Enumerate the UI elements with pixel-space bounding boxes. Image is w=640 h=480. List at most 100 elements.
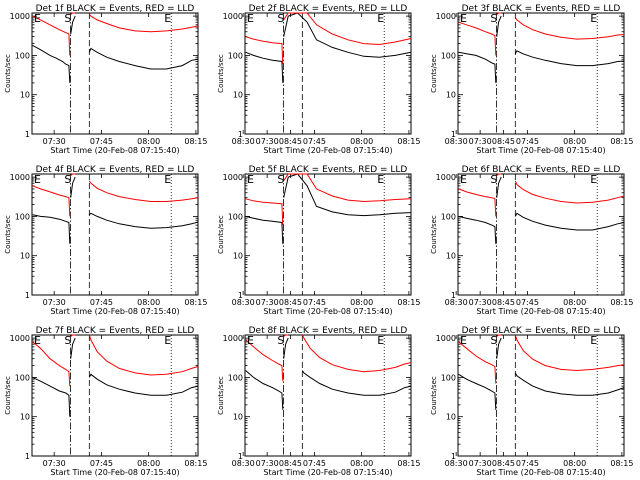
det-2f-ytick-label: 1000 — [223, 12, 243, 21]
det-7f-lld-line-0 — [32, 341, 71, 387]
det-2f-ytick-label: 10 — [233, 91, 243, 100]
det-6f-lld-line-0 — [458, 188, 497, 217]
det-2f-plot-frame — [244, 12, 412, 135]
det-4f-ytick-label: 10 — [20, 252, 30, 261]
det-1f-E-left-label: E — [34, 12, 41, 25]
det-3f-E-left-label: E — [460, 12, 467, 25]
det-1f-xtick-label: 08:45 — [279, 137, 302, 146]
det-2f-title: Det 2f BLACK = Events, RED = LLD — [249, 4, 408, 14]
det-2f-xtick-label: 08:15 — [397, 137, 420, 146]
det-5f-xtick-label: 07:45 — [303, 298, 326, 307]
det-4f-xlabel: Start Time (20-Feb-08 07:15:40) — [50, 307, 179, 316]
det-2f-lld-line-1 — [283, 12, 412, 46]
det-3f-xtick-label: 07:30 — [469, 137, 492, 146]
det-6f-xtick-label: 08:15 — [610, 298, 633, 307]
det-6f-events-line-2 — [514, 212, 625, 231]
det-1f-xtick-label: 08:30 — [232, 137, 255, 146]
det-4f-events-line-0 — [32, 214, 71, 244]
det-7f-xtick-label: 08:00 — [137, 459, 160, 468]
det-6f-S-label: S — [490, 173, 497, 186]
det-7f-xlabel: Start Time (20-Feb-08 07:15:40) — [50, 468, 179, 477]
det-5f-ytick-label: 1000 — [223, 173, 243, 182]
det-7f-title: Det 7f BLACK = Events, RED = LLD — [36, 326, 195, 336]
det-4f-lld-line-2 — [88, 180, 199, 202]
det-3f-events-line-0 — [458, 51, 497, 83]
det-2f-ytick-label: 100 — [228, 51, 243, 60]
det-9f-lld-line-1 — [496, 334, 502, 337]
det-8f-xtick-label: 07:45 — [303, 459, 326, 468]
det-9f-events-line-1 — [496, 337, 502, 359]
det-2f-xtick-label: 07:45 — [303, 137, 326, 146]
det-7f-ytick-label: 100 — [15, 373, 30, 382]
det-5f-plot-frame — [244, 173, 412, 296]
det-7f-ylabel: Counts/sec — [4, 376, 12, 415]
det-8f-title: Det 8f BLACK = Events, RED = LLD — [249, 326, 408, 336]
det-7f-E-right-label: E — [164, 334, 171, 347]
det-6f-E-right-label: E — [590, 173, 597, 186]
det-5f-ylabel: Counts/sec — [217, 215, 225, 254]
det-6f-xtick-label: 08:00 — [563, 298, 586, 307]
det-2f-ylabel: Counts/sec — [217, 54, 225, 93]
det-3f-lld-line-0 — [458, 21, 497, 56]
det-2f-ytick-label: 1 — [238, 130, 243, 139]
det-4f-xtick-label: 07:30 — [43, 298, 66, 307]
det-7f-ytick-label: 1000 — [10, 334, 30, 343]
det-4f-ytick-label: 100 — [15, 212, 30, 221]
det-5f-ytick-label: 1 — [238, 291, 243, 300]
det-8f-ytick-label: 1000 — [223, 334, 243, 343]
det-2f-events-line-0 — [245, 51, 284, 83]
det-4f-E-right-label: E — [164, 173, 171, 186]
det-6f-xtick-label: 07:30 — [469, 298, 492, 307]
det-5f-xtick-label: 07:30 — [256, 298, 279, 307]
det-3f-lld-line-1 — [496, 12, 502, 15]
det-1f-S-label: S — [64, 12, 71, 25]
det-9f-xtick-label: 08:00 — [563, 459, 586, 468]
det-4f-lld-line-1 — [70, 173, 76, 176]
det-1f-ytick-label: 10 — [20, 91, 30, 100]
det-4f-ytick-label: 1 — [25, 291, 30, 300]
det-2f-lld-line-0 — [245, 36, 284, 65]
det-6f-plot-frame — [457, 173, 625, 296]
det-1f-xlabel: Start Time (20-Feb-08 07:15:40) — [50, 146, 179, 155]
det-7f-events-line-1 — [70, 337, 76, 359]
det-8f-E-left-label: E — [247, 334, 254, 347]
det-6f-events-line-0 — [458, 215, 497, 244]
det-7f-xtick-label: 08:30 — [232, 459, 255, 468]
det-7f-ytick-label: 1 — [25, 452, 30, 461]
det-9f-ytick-label: 1 — [451, 452, 456, 461]
det-6f-ytick-label: 1000 — [436, 173, 456, 182]
det-3f-lld-line-2 — [514, 17, 625, 40]
det-8f-E-right-label: E — [377, 334, 384, 347]
det-8f-xlabel: Start Time (20-Feb-08 07:15:40) — [263, 468, 392, 477]
det-1f-lld-line-0 — [32, 15, 71, 56]
det-8f-plot-frame — [244, 334, 412, 457]
det-7f-lld-line-2 — [88, 334, 199, 376]
det-7f-xtick-label: 07:30 — [43, 459, 66, 468]
det-6f-E-left-label: E — [460, 173, 467, 186]
det-7f-xtick-label: 08:15 — [184, 459, 207, 468]
det-5f-xtick-label: 08:00 — [350, 298, 373, 307]
det-6f-ylabel: Counts/sec — [430, 215, 438, 254]
det-8f-lld-line-1 — [283, 334, 289, 337]
det-5f-xtick-label: 08:30 — [445, 298, 468, 307]
det-8f-S-label: S — [277, 334, 284, 347]
det-2f-S-label: S — [277, 12, 284, 25]
det-8f-events-line-0 — [245, 370, 284, 410]
det-3f-title: Det 3f BLACK = Events, RED = LLD — [462, 4, 621, 14]
det-7f-events-line-2 — [88, 373, 199, 396]
det-1f-ylabel: Counts/sec — [4, 54, 12, 93]
det-5f-title: Det 5f BLACK = Events, RED = LLD — [249, 165, 408, 175]
det-3f-E-right-label: E — [590, 12, 597, 25]
det-8f-xtick-label: 07:30 — [256, 459, 279, 468]
det-9f-S-label: S — [490, 334, 497, 347]
det-2f-xtick-label: 07:30 — [256, 137, 279, 146]
det-5f-ytick-label: 100 — [228, 212, 243, 221]
det-6f-events-line-1 — [496, 176, 502, 198]
det-7f-S-label: S — [64, 334, 71, 347]
det-9f-title: Det 9f BLACK = Events, RED = LLD — [462, 326, 621, 336]
det-7f-xtick-label: 07:45 — [90, 459, 113, 468]
det-4f-lld-line-0 — [32, 185, 71, 217]
det-1f-xtick-label: 08:00 — [137, 137, 160, 146]
det-1f-xtick-label: 07:45 — [90, 137, 113, 146]
